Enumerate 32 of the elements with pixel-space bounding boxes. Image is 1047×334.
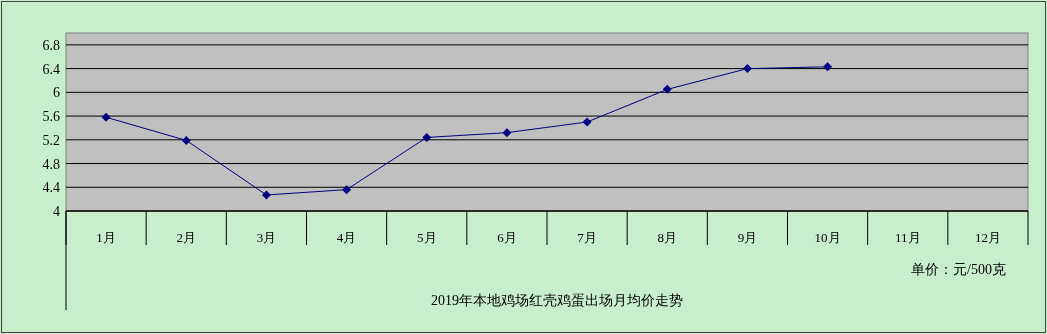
x-tick-label: 7月 bbox=[577, 230, 597, 245]
x-axis-title: 2019年本地鸡场红壳鸡蛋出场月均价走势 bbox=[431, 293, 683, 308]
point bbox=[181, 135, 191, 145]
y-tick-label: 5.6 bbox=[42, 109, 60, 125]
text: 单价：元/500克 bbox=[911, 262, 1006, 277]
x-tick-label: 11月 bbox=[894, 230, 921, 245]
x-tick-label: 8月 bbox=[657, 230, 677, 245]
x-tick-label: 5月 bbox=[417, 230, 437, 245]
y-tick-label: 5.2 bbox=[42, 132, 60, 148]
point bbox=[342, 185, 352, 195]
point bbox=[662, 84, 672, 94]
x-tick-label: 9月 bbox=[737, 230, 758, 245]
x-tick-label: 10月 bbox=[814, 230, 841, 245]
x-tick-label: 1月 bbox=[96, 230, 116, 245]
y-tick-label: 6.4 bbox=[42, 61, 60, 77]
point bbox=[422, 132, 432, 142]
x-tick-label: 12月 bbox=[974, 230, 1001, 245]
y-tick-label: 6 bbox=[53, 85, 60, 101]
y-tick-label: 4 bbox=[53, 204, 60, 219]
point bbox=[502, 128, 512, 138]
point bbox=[261, 190, 271, 200]
point bbox=[742, 64, 752, 74]
x-tick-label: 3月 bbox=[256, 230, 277, 245]
y-tick-label: 6.8 bbox=[42, 37, 60, 53]
point bbox=[823, 62, 833, 72]
point bbox=[582, 117, 592, 127]
x-tick-label: 4月 bbox=[336, 230, 357, 245]
point bbox=[101, 112, 111, 122]
x-tick-label: 6月 bbox=[497, 230, 517, 245]
y-tick-label: 4.4 bbox=[42, 180, 60, 196]
x-tick-label: 2月 bbox=[176, 230, 196, 245]
y-tick-label: 4.8 bbox=[42, 156, 60, 172]
